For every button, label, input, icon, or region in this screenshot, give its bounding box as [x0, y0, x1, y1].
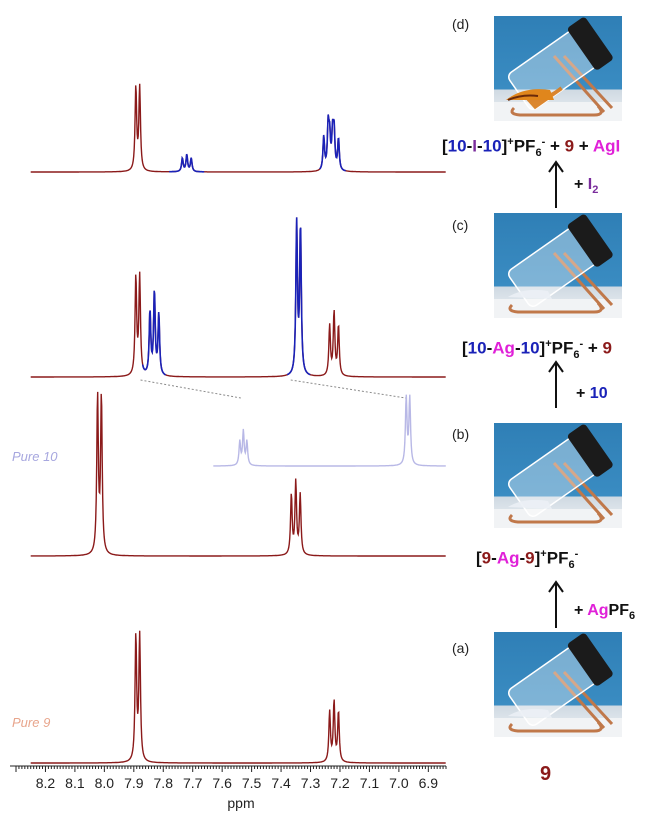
compound-9: 9	[602, 338, 613, 358]
silver: Ag	[496, 548, 520, 568]
charge: -	[541, 136, 546, 148]
spectrum-trace	[30, 83, 446, 173]
vial-photo-b	[494, 423, 622, 528]
subscript: 6	[628, 610, 636, 623]
stage-label-c: (c)	[452, 217, 469, 233]
iodine: I	[472, 136, 477, 156]
compound-9-label: 9	[540, 763, 552, 785]
formula-c: [10-Ag-10]+PF6- + 9	[462, 338, 612, 361]
x-tick-label: 8.2	[36, 775, 56, 791]
x-tick-label: 7.9	[124, 775, 144, 791]
charge: +	[507, 136, 514, 148]
bracket-open: [	[476, 548, 482, 568]
compound-9: 9	[525, 548, 535, 568]
spectrum-trace	[30, 630, 446, 764]
bracket-close: ]	[534, 548, 541, 568]
spectrum-trace	[30, 217, 446, 378]
silver: Ag	[492, 338, 515, 358]
arrow-up-icon	[548, 360, 564, 408]
x-tick-label: 7.7	[183, 775, 203, 791]
dash: -	[477, 136, 483, 156]
plus: +	[574, 602, 588, 619]
plus: +	[583, 338, 603, 358]
arrow-up-icon	[548, 580, 564, 628]
reagent-10: + 10	[576, 385, 608, 403]
x-tick-label: 7.2	[330, 775, 350, 791]
bracket-open: [	[462, 338, 468, 358]
ligand-10: 10	[467, 338, 487, 358]
pf: PF	[513, 136, 536, 156]
subscript: 6	[568, 559, 575, 572]
plus: +	[545, 136, 565, 156]
reagent-agpf6: + AgPF6	[574, 602, 635, 622]
vial-photo-d	[494, 16, 622, 121]
ligand-10: 10	[482, 136, 502, 156]
subscript: 2	[592, 184, 599, 197]
plus: +	[574, 176, 588, 193]
charge: -	[579, 338, 584, 350]
x-tick-label: 6.9	[419, 775, 439, 791]
x-axis-label: ppm	[227, 795, 254, 811]
charge: -	[574, 548, 579, 560]
formula-d: [10-I-10]+PF6- + 9 + AgI	[442, 136, 620, 159]
x-tick-label: 7.3	[301, 775, 321, 791]
nmr-spectra-chart: Pure 10 Pure 9 8.2 8.1 8.0 7.9 7.8 7.7 7.6 7.5 7.4…	[10, 83, 447, 811]
charge: +	[540, 548, 547, 560]
pf: PF	[551, 338, 574, 358]
compound-9: 9	[481, 548, 492, 568]
ligand-10: 10	[520, 338, 540, 358]
pf: PF	[608, 602, 629, 619]
silver: Ag	[587, 602, 609, 619]
x-tick-label: 7.1	[360, 775, 380, 791]
dash: -	[486, 338, 493, 358]
reagent-i2: + I2	[574, 176, 598, 196]
plus: +	[574, 136, 593, 156]
spectrum-trace-blue	[169, 153, 205, 173]
ligand-10: 10	[589, 385, 608, 402]
shift-line	[140, 379, 241, 399]
series-label: Pure 9	[12, 715, 50, 730]
bracket-close: ]	[539, 338, 546, 358]
x-tick-label: 7.5	[242, 775, 262, 791]
x-tick-label: 7.8	[154, 775, 174, 791]
plus: +	[576, 385, 590, 402]
dash: -	[466, 136, 473, 156]
dash: -	[491, 548, 497, 568]
stage-label-b: (b)	[452, 426, 470, 442]
stage-label-a: (a)	[452, 640, 470, 656]
pf: PF	[546, 548, 569, 568]
x-tick-label: 7.4	[271, 775, 291, 791]
ligand-10: 10	[447, 136, 467, 156]
vial-photo-c	[494, 213, 622, 318]
spectrum-trace	[30, 391, 446, 557]
stage-label-d: (d)	[452, 16, 470, 32]
x-tick-label: 8.1	[65, 775, 85, 791]
dash: -	[519, 548, 526, 568]
subscript: 6	[573, 349, 580, 362]
x-tick-label: 7.6	[212, 775, 232, 791]
formula-b: [9-Ag-9]+PF6-	[476, 548, 578, 571]
agi: AgI	[592, 136, 621, 156]
series-label: Pure 10	[12, 449, 58, 464]
arrow-up-icon	[548, 160, 564, 208]
bracket-close: ]	[501, 136, 508, 156]
spectrum-trace-blue	[319, 114, 346, 172]
x-tick-label: 8.0	[95, 775, 115, 791]
charge: +	[545, 338, 552, 350]
vial-photo-a	[494, 632, 622, 737]
iodine: I	[587, 176, 593, 193]
x-tick-label: 7.0	[389, 775, 409, 791]
spectrum-trace-blue	[286, 217, 311, 376]
shift-line	[290, 379, 406, 399]
dash: -	[514, 338, 521, 358]
compound-9: 9	[564, 136, 575, 156]
spectrum-trace-blue	[141, 290, 166, 376]
spectrum-trace	[213, 394, 446, 467]
subscript: 6	[535, 147, 542, 160]
bracket-open: [	[442, 136, 448, 156]
